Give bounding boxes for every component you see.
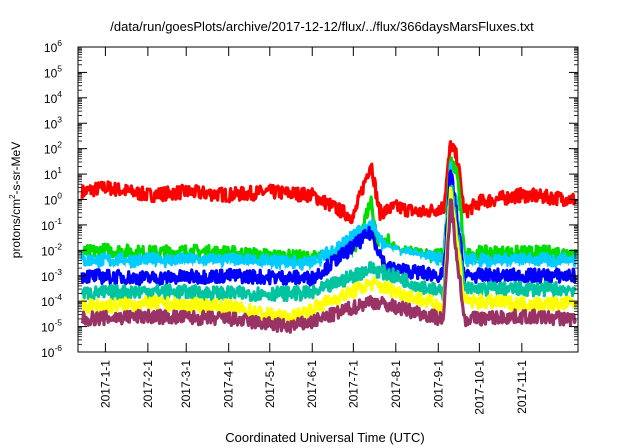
chart-title: /data/run/goesPlots/archive/2017-12-12/f… — [110, 19, 534, 34]
y-tick-label: 10-6 — [41, 343, 62, 360]
y-tick-label: 102 — [44, 140, 62, 157]
y-tick-label: 100 — [44, 191, 62, 208]
y-axis-label-main: protons/cm — [9, 199, 23, 258]
y-tick-label: 106 — [44, 38, 62, 55]
x-tick-label: 2017-1-1 — [98, 360, 112, 408]
x-tick-label: 2017-4-1 — [222, 360, 236, 408]
x-tick-label: 2017-5-1 — [263, 360, 277, 408]
series-line-6 — [80, 185, 577, 302]
series-line-1 — [80, 140, 577, 225]
x-tick-label: 2017-6-1 — [305, 360, 319, 408]
y-tick-label: 10-5 — [41, 318, 62, 335]
series-line-3 — [80, 161, 577, 271]
y-axis-label-exponent: 2 — [8, 194, 17, 199]
x-tick-label: 2017-11-1 — [515, 360, 529, 414]
y-tick-label: 104 — [44, 89, 62, 106]
series-line-7 — [81, 186, 577, 327]
y-tick-label: 10-4 — [41, 292, 62, 309]
y-axis-label: protons/cm2-s-sr-MeV — [8, 142, 23, 258]
x-tick-label: 2017-3-1 — [179, 360, 193, 408]
x-tick-label: 2017-8-1 — [389, 360, 403, 408]
y-axis-ticks: 10-6 10-5 10-4 10-3 10-2 10-1 100 101 102 103 104 1… — [41, 38, 578, 360]
y-tick-label: 105 — [44, 63, 62, 80]
y-tick-label: 10-3 — [41, 267, 62, 284]
x-axis-label: Coordinated Universal Time (UTC) — [225, 430, 424, 445]
x-tick-label: 2017-2-1 — [141, 360, 155, 408]
x-tick-label: 2017-7-1 — [346, 360, 360, 408]
series-layer — [80, 140, 577, 334]
x-axis-ticks: 2017-1-1 2017-2-1 2017-3-1 2017-4-1 2017-5-1… — [98, 47, 529, 415]
y-tick-label: 10-2 — [41, 241, 62, 258]
y-tick-label: 10-1 — [41, 216, 62, 233]
y-tick-label: 103 — [44, 114, 62, 131]
y-axis-label-rest: -s-sr-MeV — [9, 142, 23, 195]
series-line-8 — [80, 198, 577, 334]
x-tick-label: 2017-9-1 — [431, 360, 445, 408]
y-tick-label: 101 — [44, 165, 62, 182]
x-tick-label: 2017-10-1 — [472, 360, 486, 415]
